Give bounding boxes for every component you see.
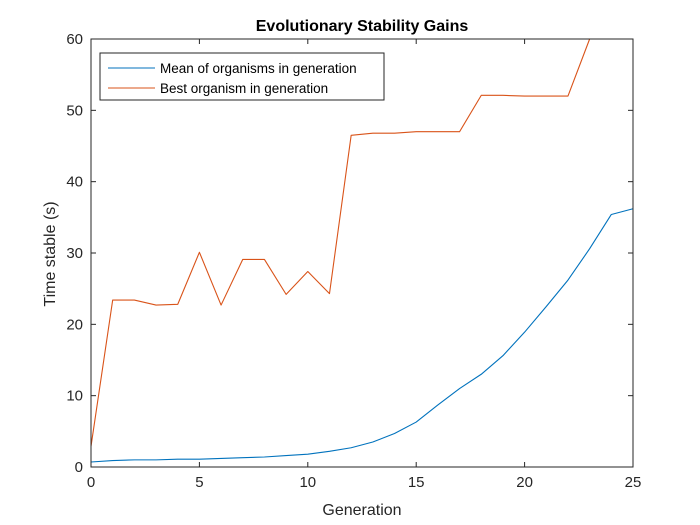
x-tick-label: 25 [625,474,642,491]
x-axis-label: Generation [322,502,401,519]
x-tick-label: 15 [408,474,425,491]
y-tick-label: 60 [66,31,83,48]
y-axis-label: Time stable (s) [42,201,59,306]
legend: Mean of organisms in generation Best orga… [99,52,385,101]
chart-title: Evolutionary Stability Gains [256,18,469,35]
legend-label-1: Mean of organisms in generation [160,61,357,76]
y-tick-label: 0 [75,459,83,476]
legend-box [99,52,385,101]
y-tick-label: 20 [66,316,83,333]
y-tick-label: 10 [66,388,83,405]
x-tick-label: 10 [299,474,316,491]
plot-area: 0 5 10 15 20 25 0 10 20 30 40 50 60 [66,31,641,491]
x-tick-label: 20 [516,474,533,491]
y-tick-label: 30 [66,245,83,262]
series-line-2 [90,38,633,447]
legend-label-2: Best organism in generation [160,81,328,96]
x-tick-label: 5 [195,474,203,491]
y-tick-label: 50 [66,102,83,119]
series-line-1 [90,208,634,463]
y-tick-label: 40 [66,174,83,191]
x-tick-label: 0 [87,474,95,491]
